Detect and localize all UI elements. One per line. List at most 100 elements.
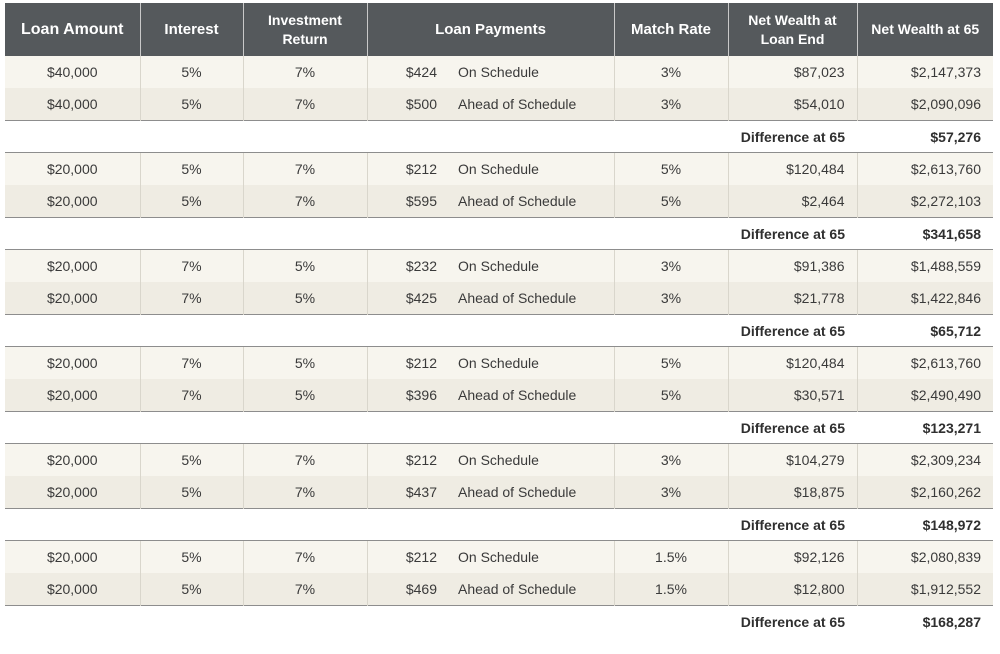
difference-label: Difference at 65 [728, 217, 857, 250]
cell-interest: 5% [139, 88, 243, 121]
cell-payment-schedule: On Schedule [447, 540, 614, 573]
difference-label: Difference at 65 [728, 314, 857, 347]
cell-net-wealth-65: $2,160,262 [856, 476, 993, 509]
difference-row: Difference at 65 $65,712 [5, 314, 993, 347]
cell-net-wealth-65: $2,309,234 [856, 443, 993, 476]
cell-interest: 7% [139, 346, 243, 379]
cell-net-wealth-loan-end: $120,484 [727, 152, 857, 185]
cell-match-rate: 3% [613, 249, 728, 282]
cell-net-wealth-65: $1,422,846 [856, 282, 993, 315]
cell-payment-schedule: Ahead of Schedule [447, 573, 614, 606]
cell-payment-amount: $469 [366, 573, 447, 606]
cell-payment-amount: $232 [366, 249, 447, 282]
cell-payment-amount: $212 [366, 443, 447, 476]
cell-loan-amount: $20,000 [5, 282, 140, 315]
cell-net-wealth-loan-end: $2,464 [727, 185, 857, 218]
difference-row: Difference at 65 $123,271 [5, 411, 993, 444]
table-row: $20,000 5% 7% $595 Ahead of Schedule 5% $2,464… [5, 185, 993, 218]
cell-net-wealth-65: $2,090,096 [856, 88, 993, 121]
cell-payment-schedule: On Schedule [447, 56, 614, 88]
cell-investment-return: 5% [242, 346, 367, 379]
cell-loan-amount: $20,000 [5, 443, 140, 476]
cell-loan-amount: $20,000 [5, 346, 140, 379]
cell-net-wealth-loan-end: $91,386 [727, 249, 857, 282]
cell-loan-amount: $20,000 [5, 379, 140, 412]
cell-payment-schedule: Ahead of Schedule [447, 379, 614, 412]
table-body: $40,000 5% 7% $424 On Schedule 3% $87,023 $2,14… [5, 56, 993, 637]
cell-payment-amount: $425 [366, 282, 447, 315]
cell-match-rate: 3% [613, 56, 728, 88]
header-net-wealth-65: Net Wealth at 65 [856, 3, 993, 56]
cell-interest: 5% [139, 476, 243, 509]
difference-value: $57,276 [857, 120, 993, 153]
difference-value: $168,287 [857, 605, 993, 637]
cell-investment-return: 7% [242, 476, 367, 509]
cell-payment-amount: $212 [366, 152, 447, 185]
cell-loan-amount: $20,000 [5, 249, 140, 282]
cell-investment-return: 7% [242, 185, 367, 218]
cell-investment-return: 5% [242, 249, 367, 282]
cell-match-rate: 5% [613, 379, 728, 412]
cell-payment-schedule: Ahead of Schedule [447, 88, 614, 121]
cell-loan-amount: $40,000 [5, 56, 140, 88]
table-row: $20,000 5% 7% $469 Ahead of Schedule 1.5% $12,… [5, 573, 993, 606]
table-row: $20,000 7% 5% $425 Ahead of Schedule 3% $21,77… [5, 282, 993, 315]
cell-payment-amount: $437 [366, 476, 447, 509]
cell-net-wealth-loan-end: $18,875 [727, 476, 857, 509]
cell-net-wealth-65: $2,490,490 [856, 379, 993, 412]
cell-payment-schedule: On Schedule [447, 249, 614, 282]
cell-interest: 5% [139, 56, 243, 88]
cell-investment-return: 5% [242, 282, 367, 315]
table-row: $40,000 5% 7% $424 On Schedule 3% $87,023 $2,14… [5, 56, 993, 88]
cell-match-rate: 3% [613, 282, 728, 315]
cell-interest: 5% [139, 573, 243, 606]
cell-net-wealth-65: $2,613,760 [856, 152, 993, 185]
difference-label: Difference at 65 [728, 411, 857, 444]
cell-loan-amount: $20,000 [5, 476, 140, 509]
cell-net-wealth-65: $2,613,760 [856, 346, 993, 379]
cell-payment-amount: $424 [366, 56, 447, 88]
difference-row: Difference at 65 $57,276 [5, 120, 993, 153]
difference-label: Difference at 65 [728, 120, 857, 153]
cell-net-wealth-loan-end: $12,800 [727, 573, 857, 606]
cell-net-wealth-loan-end: $104,279 [727, 443, 857, 476]
difference-spacer [5, 605, 728, 637]
cell-loan-amount: $20,000 [5, 540, 140, 573]
difference-spacer [5, 120, 728, 153]
cell-interest: 5% [139, 152, 243, 185]
loan-comparison-table: Loan Amount Interest Investment Return L… [5, 3, 993, 637]
cell-match-rate: 3% [613, 88, 728, 121]
cell-net-wealth-loan-end: $54,010 [727, 88, 857, 121]
cell-investment-return: 5% [242, 379, 367, 412]
cell-match-rate: 3% [613, 443, 728, 476]
cell-match-rate: 5% [613, 152, 728, 185]
header-net-wealth-loan-end: Net Wealth at Loan End [727, 3, 857, 56]
table-row: $20,000 7% 5% $232 On Schedule 3% $91,386 $1,48… [5, 249, 993, 282]
header-match-rate: Match Rate [613, 3, 728, 56]
cell-payment-amount: $212 [366, 346, 447, 379]
cell-payment-amount: $396 [366, 379, 447, 412]
difference-spacer [5, 217, 728, 250]
header-loan-amount: Loan Amount [5, 3, 140, 56]
table-row: $20,000 5% 7% $212 On Schedule 1.5% $92,126 $2,… [5, 540, 993, 573]
cell-match-rate: 3% [613, 476, 728, 509]
difference-label: Difference at 65 [728, 508, 857, 541]
cell-interest: 7% [139, 379, 243, 412]
cell-loan-amount: $20,000 [5, 152, 140, 185]
cell-interest: 5% [139, 540, 243, 573]
cell-net-wealth-loan-end: $21,778 [727, 282, 857, 315]
table-row: $20,000 5% 7% $212 On Schedule 5% $120,484 $2,6… [5, 152, 993, 185]
cell-investment-return: 7% [242, 56, 367, 88]
table-row: $20,000 5% 7% $437 Ahead of Schedule 3% $18,87… [5, 476, 993, 509]
cell-payment-schedule: Ahead of Schedule [447, 185, 614, 218]
table-row: $40,000 5% 7% $500 Ahead of Schedule 3% $54,01… [5, 88, 993, 121]
cell-net-wealth-65: $1,912,552 [856, 573, 993, 606]
table-header: Loan Amount Interest Investment Return L… [5, 3, 993, 56]
difference-value: $123,271 [857, 411, 993, 444]
table-row: $20,000 7% 5% $396 Ahead of Schedule 5% $30,57… [5, 379, 993, 412]
difference-value: $341,658 [857, 217, 993, 250]
cell-net-wealth-65: $2,147,373 [856, 56, 993, 88]
cell-interest: 7% [139, 282, 243, 315]
cell-investment-return: 7% [242, 540, 367, 573]
cell-interest: 7% [139, 249, 243, 282]
